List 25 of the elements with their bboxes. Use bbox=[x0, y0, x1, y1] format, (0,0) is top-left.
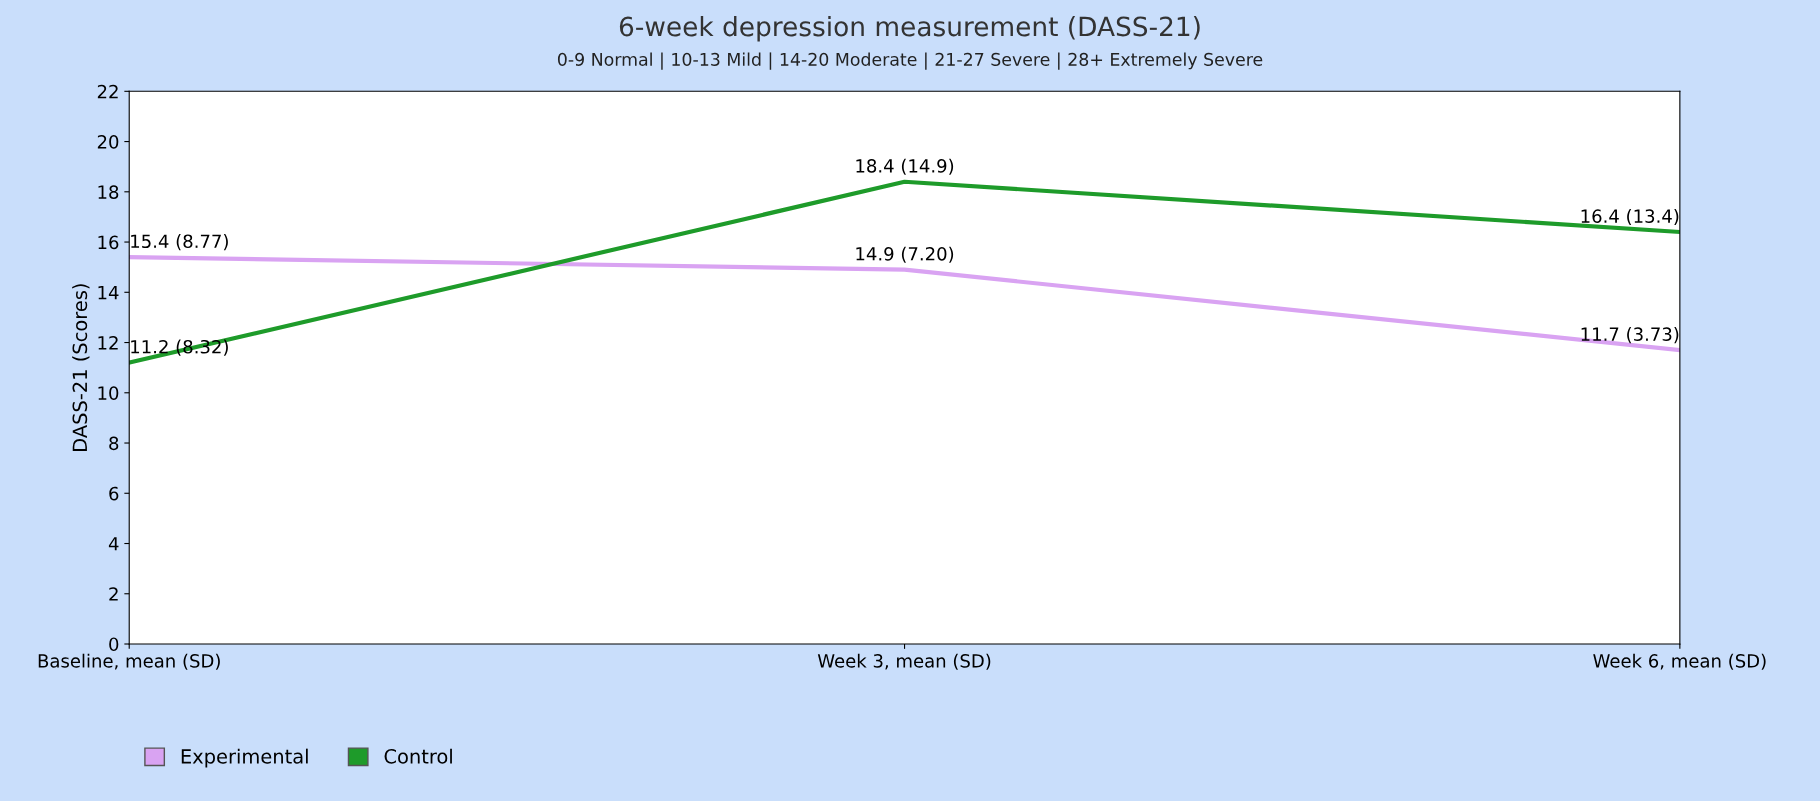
y-tick-label: 22 bbox=[97, 84, 118, 99]
y-tick-label: 12 bbox=[98, 336, 118, 350]
x-tick-label: Week 6, mean (SD) bbox=[1593, 653, 1766, 670]
y-tick-label: 10 bbox=[98, 386, 119, 400]
y-tick-label: 20 bbox=[97, 135, 119, 149]
data-label: 14.9 (7.20) bbox=[856, 246, 954, 263]
y-tick-label: 16 bbox=[98, 235, 119, 250]
y-tick-label: 4 bbox=[108, 537, 119, 551]
y-tick-label: 18 bbox=[98, 185, 119, 199]
y-tick-label: 14 bbox=[98, 285, 119, 300]
y-tick-label: 2 bbox=[109, 587, 118, 601]
y-tick-label: 0 bbox=[109, 637, 119, 652]
legend-label: Experimental bbox=[181, 748, 308, 768]
y-tick-label: 6 bbox=[109, 486, 119, 501]
x-tick-label: Baseline, mean (SD) bbox=[38, 653, 220, 670]
data-label: 11.7 (3.73) bbox=[1581, 327, 1679, 344]
data-label: 16.4 (13.4) bbox=[1581, 208, 1679, 226]
chart-title: 6-week depression measurement (DASS-21) bbox=[619, 15, 1200, 42]
x-tick-label: Week 3, mean (SD) bbox=[817, 653, 991, 670]
data-label: 18.4 (14.9) bbox=[856, 158, 954, 175]
y-tick-label: 8 bbox=[109, 436, 119, 451]
y-axis-title: DASS-21 (Scores) bbox=[72, 284, 90, 451]
chart-subtitle: 0-9 Normal | 10-13 Mild | 14-20 Moderate | 21-27 Severe | 28+ Extremely Severe bbox=[557, 52, 1263, 70]
legend-label: Control bbox=[384, 748, 452, 764]
data-label: 15.4 (8.77) bbox=[131, 234, 228, 251]
